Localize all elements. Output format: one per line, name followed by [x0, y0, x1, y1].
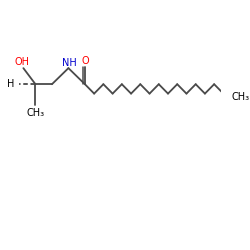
Text: OH: OH [15, 57, 30, 67]
Text: O: O [81, 56, 89, 66]
Text: NH: NH [62, 58, 77, 68]
Text: H: H [7, 79, 14, 89]
Text: CH₃: CH₃ [26, 108, 44, 118]
Text: CH₃: CH₃ [232, 92, 250, 102]
